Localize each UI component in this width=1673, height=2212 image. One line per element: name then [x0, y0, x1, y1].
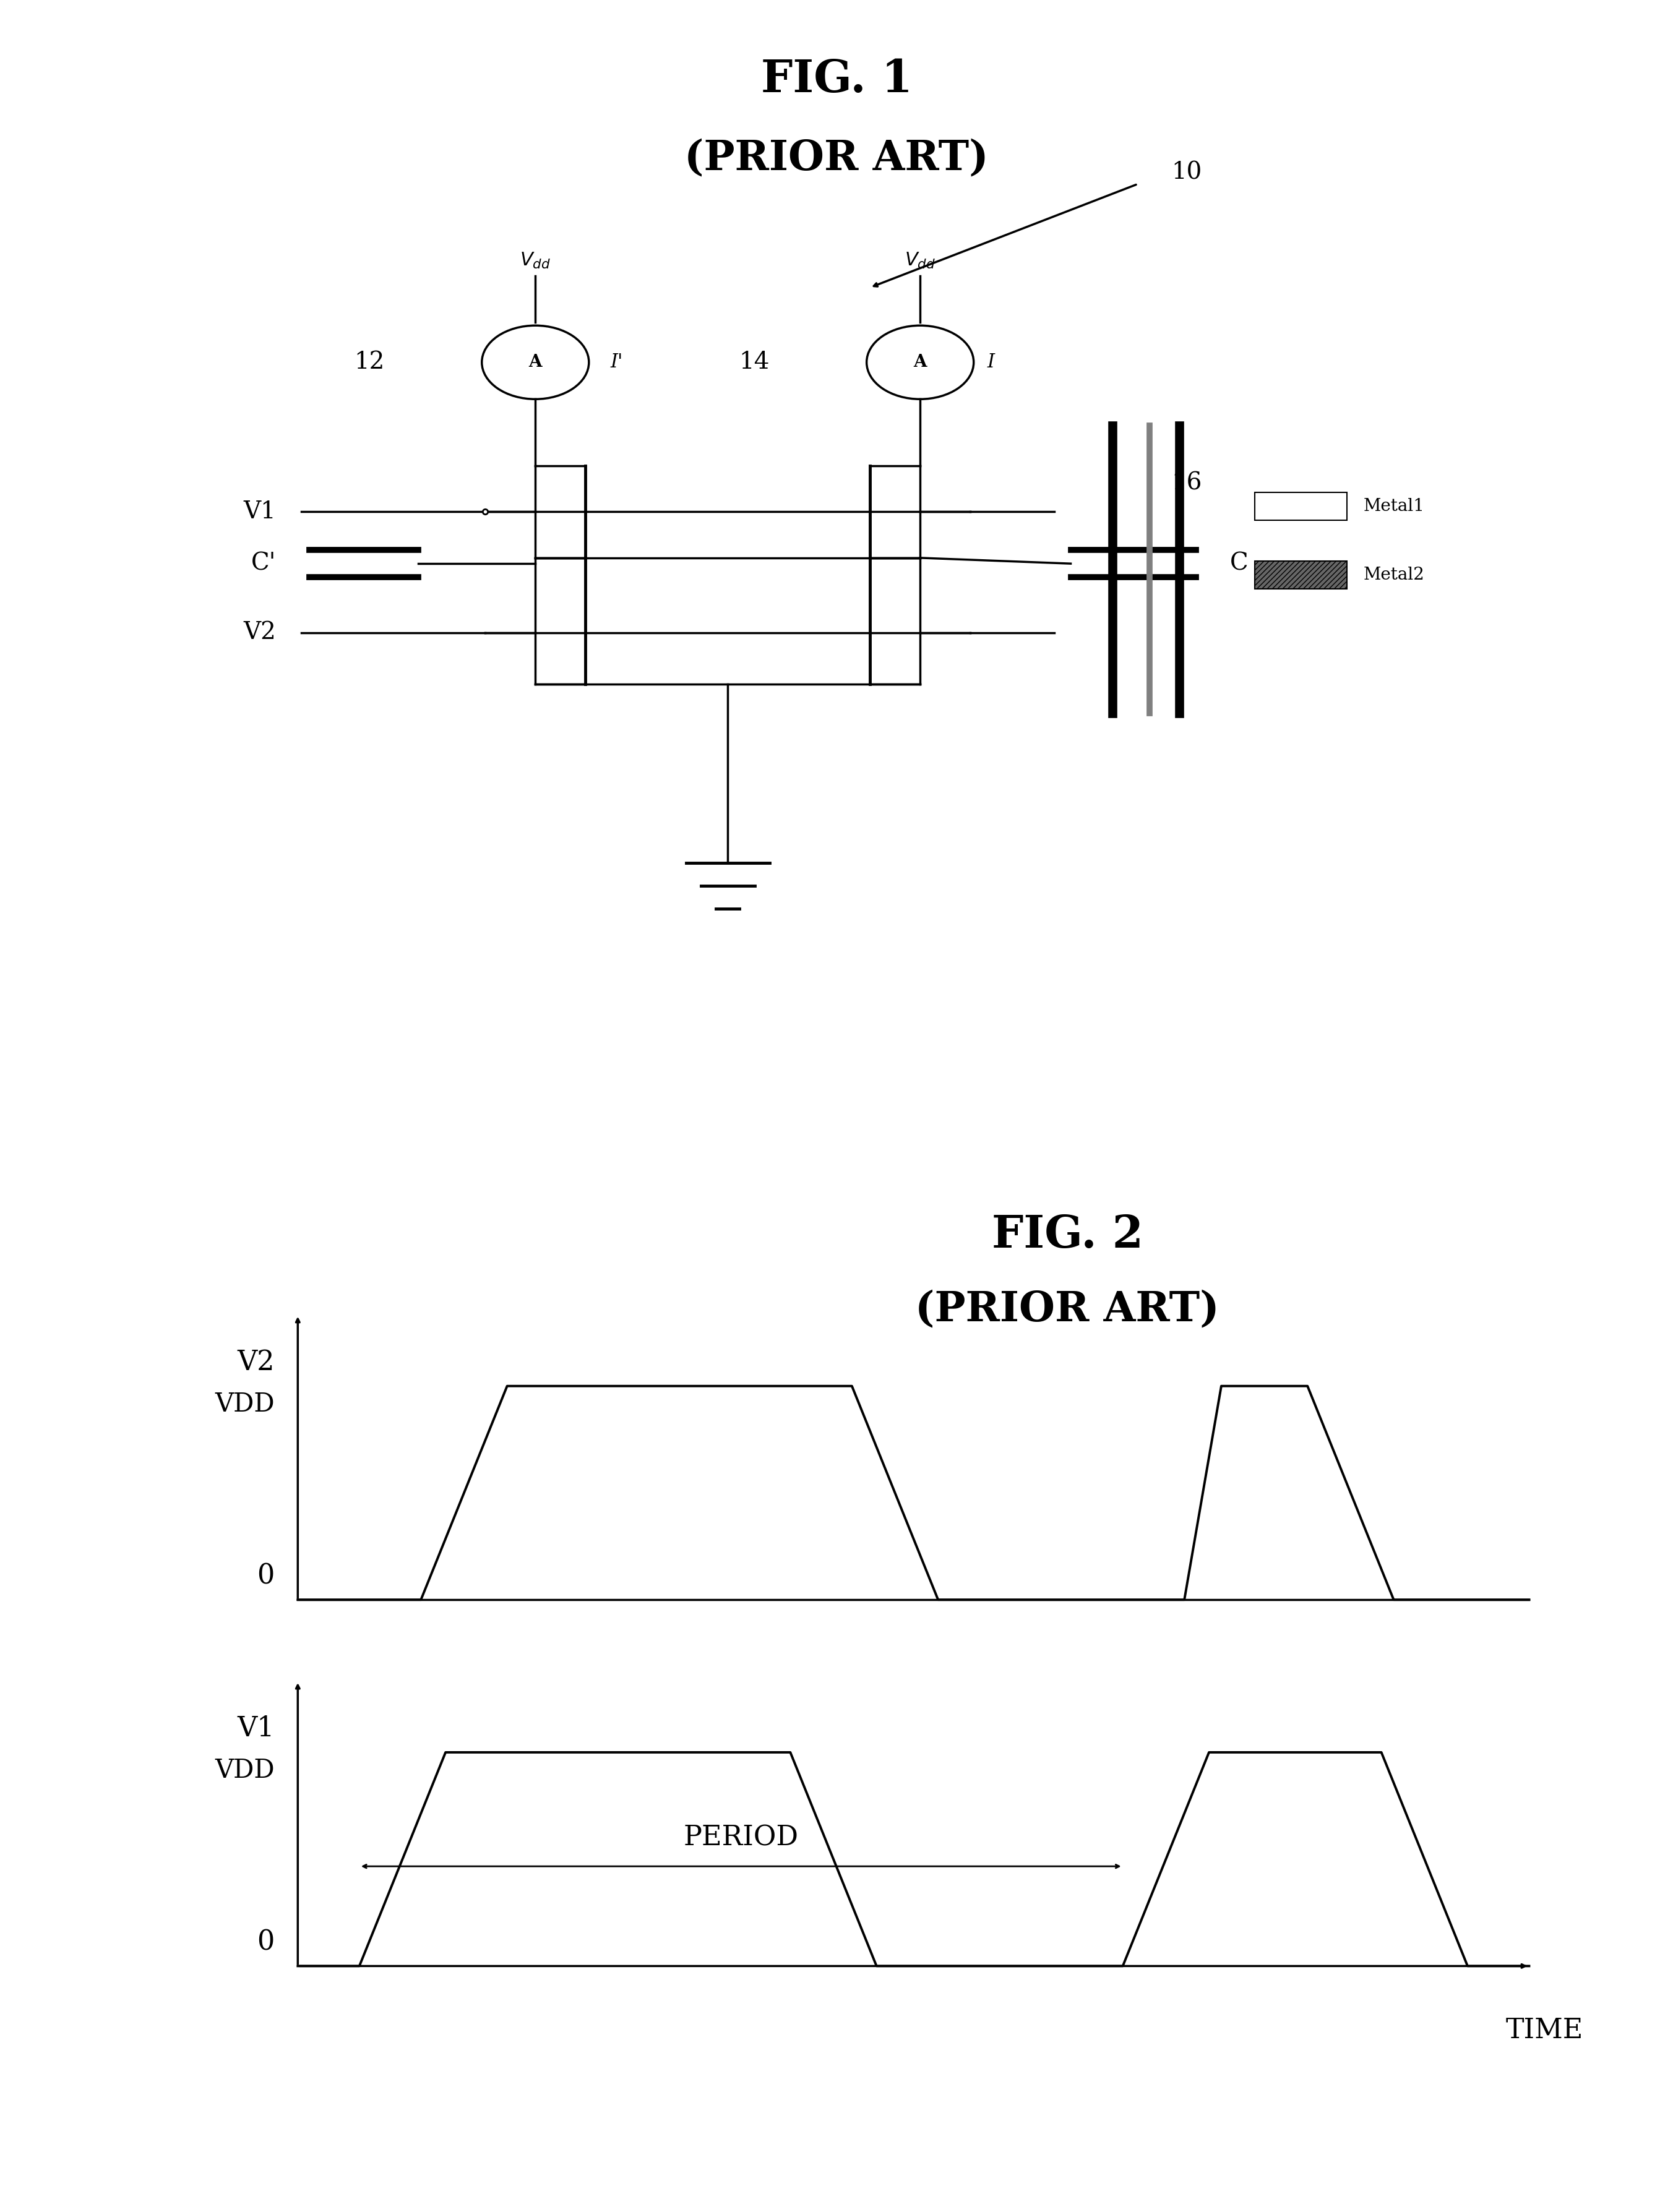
Text: 0: 0	[258, 1564, 274, 1590]
Text: V2: V2	[238, 1349, 274, 1376]
Text: V1: V1	[238, 1717, 274, 1743]
Text: (PRIOR ART): (PRIOR ART)	[915, 1290, 1220, 1329]
Text: 10: 10	[1171, 161, 1201, 184]
Text: A: A	[529, 354, 542, 372]
Text: $V_{dd}$: $V_{dd}$	[905, 252, 935, 270]
Text: 12: 12	[355, 352, 385, 374]
Text: V2: V2	[243, 622, 276, 644]
Text: 0: 0	[258, 1929, 274, 1955]
Bar	[1255, 562, 1347, 588]
Text: C': C'	[251, 553, 276, 575]
Text: Metal1: Metal1	[1363, 498, 1425, 515]
Text: C: C	[1230, 553, 1248, 575]
Text: A: A	[913, 354, 927, 372]
Text: TIME: TIME	[1506, 2017, 1583, 2044]
Text: VDD: VDD	[214, 1756, 274, 1783]
Text: I: I	[987, 352, 994, 372]
Text: I': I'	[611, 352, 624, 372]
Text: FIG. 2: FIG. 2	[992, 1212, 1143, 1256]
Text: $V_{dd}$: $V_{dd}$	[520, 252, 550, 270]
Bar	[1255, 493, 1347, 520]
Text: PERIOD: PERIOD	[684, 1825, 798, 1851]
Text: Metal2: Metal2	[1363, 566, 1425, 584]
Text: V1: V1	[243, 500, 276, 524]
Text: VDD: VDD	[214, 1391, 274, 1418]
Text: 16: 16	[1171, 471, 1201, 495]
Text: (PRIOR ART): (PRIOR ART)	[684, 137, 989, 179]
Text: FIG. 1: FIG. 1	[761, 58, 912, 102]
Text: 14: 14	[739, 352, 770, 374]
